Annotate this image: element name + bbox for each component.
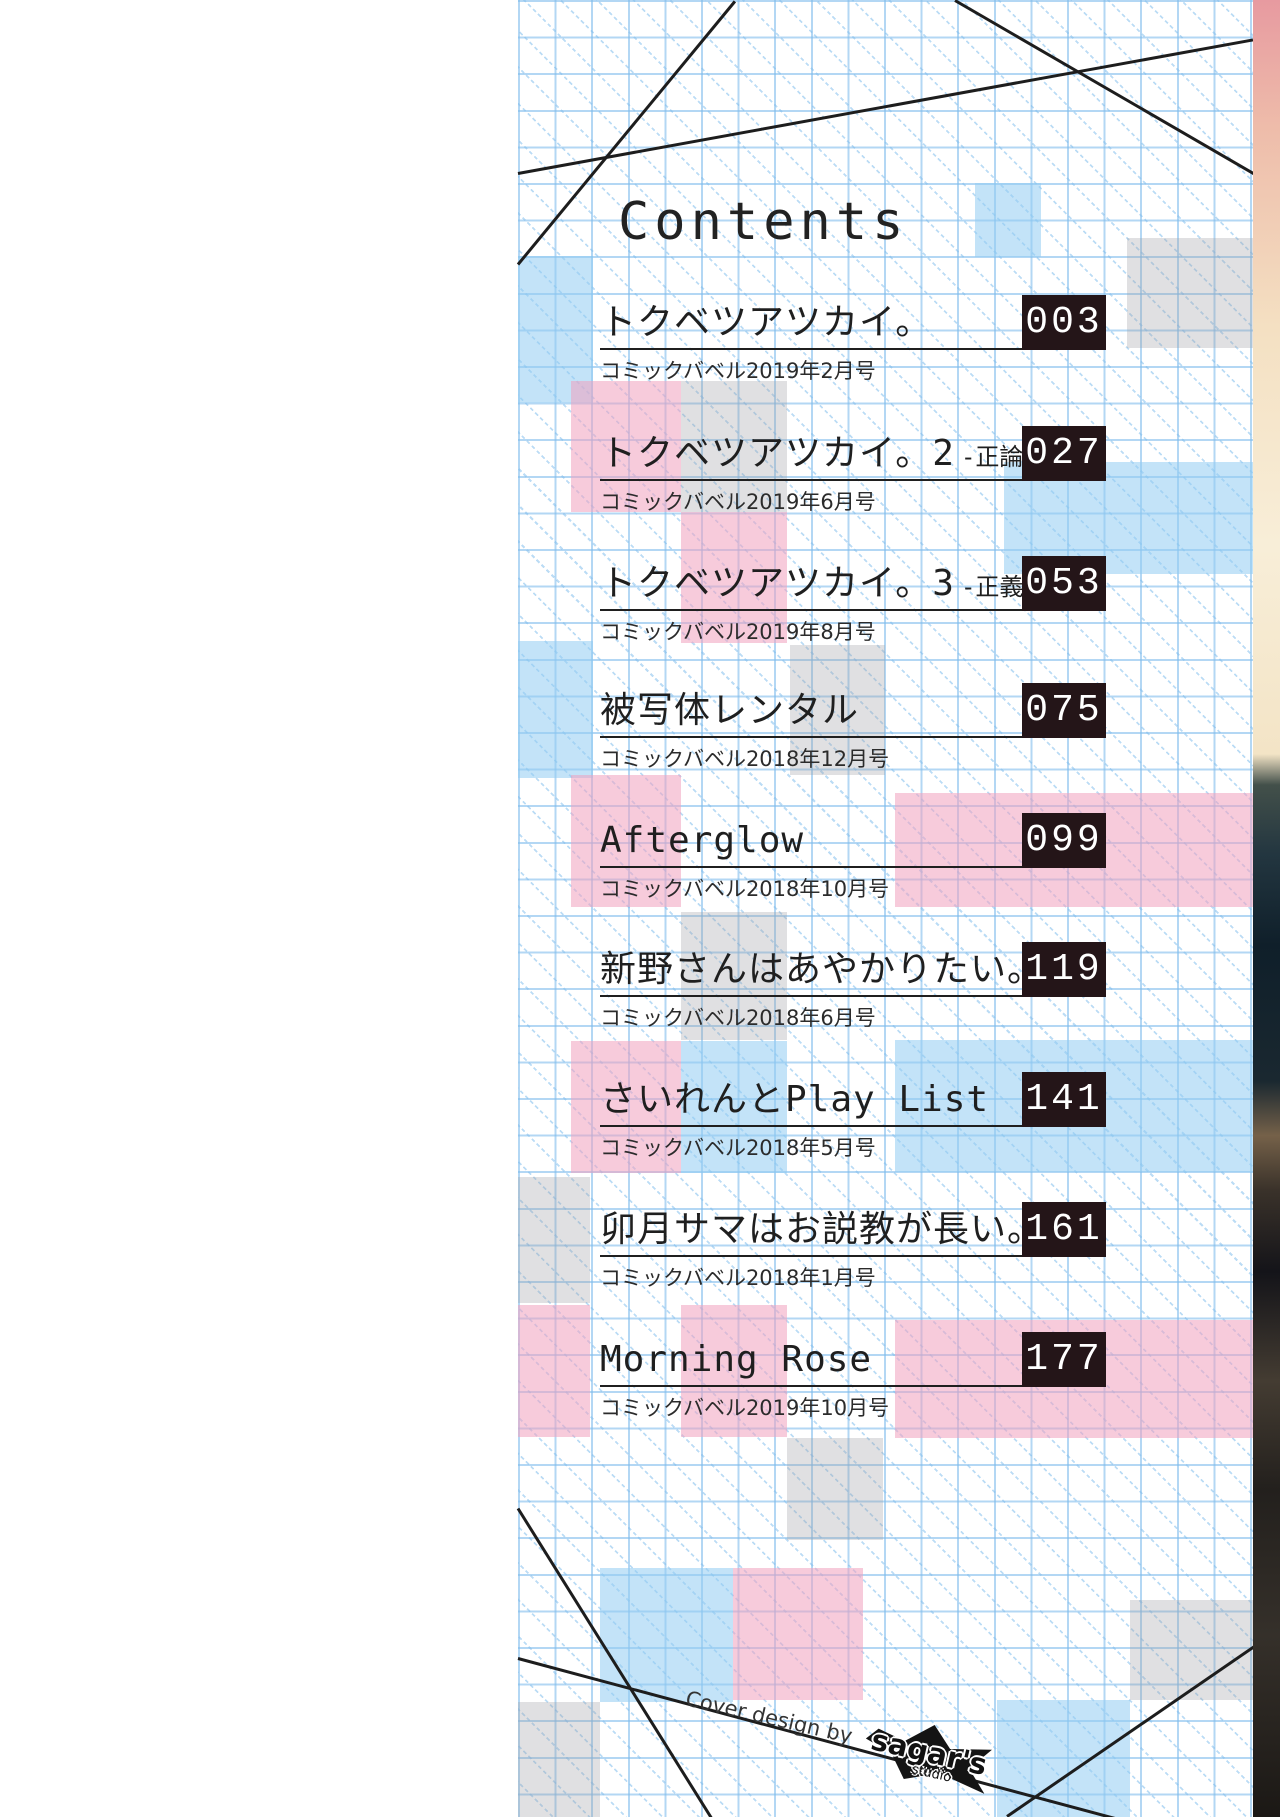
color-block — [600, 1568, 733, 1702]
chapter-source: コミックバベル2018年12月号 — [600, 747, 890, 771]
page-number-badge: 027 — [1022, 426, 1106, 481]
chapter-title: トクベツアツカイ。3 -正義- — [600, 564, 1038, 607]
page-number-badge: 075 — [1022, 683, 1106, 738]
page-title: Contents — [618, 192, 909, 252]
color-block — [518, 256, 593, 403]
color-block — [571, 775, 681, 907]
color-block — [1127, 238, 1253, 348]
color-block — [787, 1438, 883, 1540]
page-number-badge: 099 — [1022, 813, 1106, 868]
title-underline — [600, 609, 1022, 611]
color-block — [681, 1305, 787, 1437]
chapter-title-text: さいれんとPlay List — [600, 1079, 990, 1120]
chapter-title-text: トクベツアツカイ。 — [600, 302, 933, 343]
chapter-source: コミックバベル2019年6月号 — [600, 490, 876, 514]
color-block — [975, 183, 1041, 257]
toc-item: トクベツアツカイ。 コミックバベル2019年2月号 003 — [600, 295, 1160, 413]
toc-item: 被写体レンタル コミックバベル2018年12月号 075 — [600, 683, 1160, 801]
chapter-source: コミックバベル2018年5月号 — [600, 1136, 876, 1160]
page-number-badge: 141 — [1022, 1072, 1106, 1127]
color-block — [681, 512, 787, 643]
toc-item: Morning Rose コミックバベル2019年10月号 177 — [600, 1332, 1160, 1450]
cover-photo-edge — [1253, 0, 1280, 1817]
toc-item: さいれんとPlay List コミックバベル2018年5月号 141 — [600, 1072, 1160, 1190]
chapter-title: トクベツアツカイ。 — [600, 303, 938, 346]
color-block — [518, 1177, 590, 1303]
page-number-badge: 053 — [1022, 556, 1106, 611]
color-block — [518, 641, 593, 778]
toc-item: トクベツアツカイ。2 -正論- コミックバベル2019年6月号 027 — [600, 426, 1160, 544]
toc-item: 卯月サマはお説教が長い。 コミックバベル2018年1月号 161 — [600, 1202, 1160, 1320]
page-number-badge: 003 — [1022, 295, 1106, 350]
color-block — [1130, 1600, 1253, 1700]
title-underline — [600, 736, 1022, 738]
color-block — [571, 1041, 681, 1173]
graph-paper-background — [518, 0, 1253, 1817]
color-block — [997, 1700, 1130, 1817]
color-block — [518, 1702, 600, 1817]
chapter-title-text: 新野さんはあやかりたい。 — [600, 949, 1045, 990]
color-block — [681, 1041, 787, 1173]
toc-item: 新野さんはあやかりたい。 コミックバベル2018年6月号 119 — [600, 942, 1160, 1060]
toc-item: Afterglow コミックバベル2018年10月号 099 — [600, 813, 1160, 931]
chapter-title-text: 卯月サマはお説教が長い。 — [600, 1209, 1045, 1250]
chapter-title-text: トクベツアツカイ。3 — [600, 563, 955, 604]
chapter-title-text: Afterglow — [600, 820, 805, 861]
chapter-title: さいれんとPlay List — [600, 1080, 995, 1123]
color-block — [790, 645, 885, 775]
chapter-title-text: トクベツアツカイ。2 — [600, 433, 955, 474]
chapter-source: コミックバベル2018年1月号 — [600, 1266, 876, 1290]
chapter-title: 卯月サマはお説教が長い。 — [600, 1210, 1050, 1253]
chapter-source: コミックバベル2019年2月号 — [600, 359, 876, 383]
title-underline — [600, 1125, 1022, 1127]
title-underline — [600, 995, 1022, 997]
title-underline — [600, 866, 1022, 868]
color-block — [681, 912, 787, 1040]
chapter-title: 新野さんはあやかりたい。 — [600, 950, 1050, 993]
chapter-source: コミックバベル2019年8月号 — [600, 620, 876, 644]
color-block — [733, 1568, 863, 1700]
page-number-badge: 161 — [1022, 1202, 1106, 1257]
chapter-title: 被写体レンタル — [600, 691, 865, 734]
title-underline — [600, 348, 1022, 350]
title-underline — [600, 1385, 1022, 1387]
color-block — [518, 1305, 590, 1437]
chapter-title: トクベツアツカイ。2 -正論- — [600, 434, 1038, 477]
page-number-badge: 177 — [1022, 1332, 1106, 1387]
chapter-title-text: Morning Rose — [600, 1339, 873, 1380]
chapter-title: Afterglow — [600, 821, 810, 864]
chapter-source: コミックバベル2018年6月号 — [600, 1006, 876, 1030]
chapter-source: コミックバベル2019年10月号 — [600, 1396, 890, 1420]
page-number-badge: 119 — [1022, 942, 1106, 997]
toc-item: トクベツアツカイ。3 -正義- コミックバベル2019年8月号 053 — [600, 556, 1160, 674]
title-underline — [600, 1255, 1022, 1257]
chapter-title: Morning Rose — [600, 1340, 878, 1383]
color-block — [681, 381, 787, 512]
title-underline — [600, 479, 1022, 481]
chapter-source: コミックバベル2018年10月号 — [600, 877, 890, 901]
color-block — [571, 381, 681, 512]
chapter-title-text: 被写体レンタル — [600, 690, 860, 731]
